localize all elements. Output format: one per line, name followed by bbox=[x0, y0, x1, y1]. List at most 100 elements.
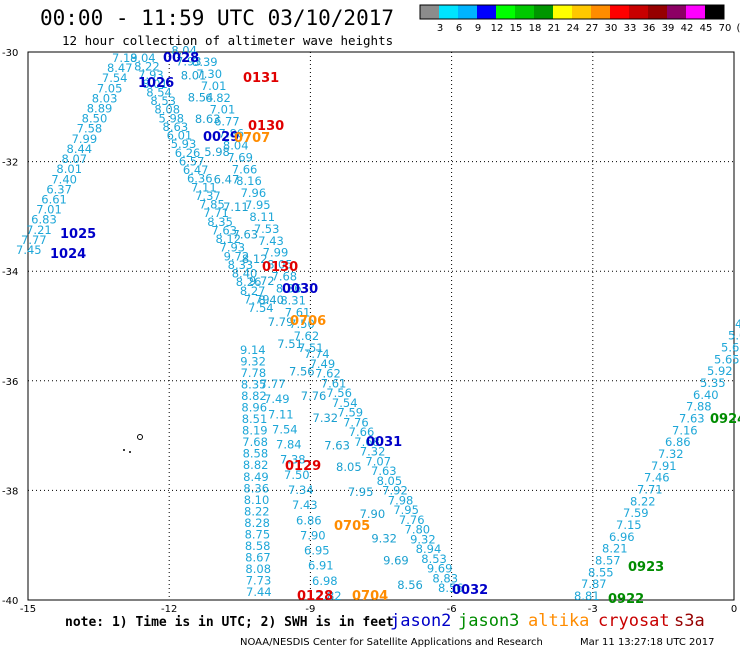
swh-value: 5.65 bbox=[714, 352, 740, 366]
swh-value: 7.59 bbox=[338, 406, 364, 420]
swh-value: 7.46 bbox=[644, 471, 670, 485]
pass-time-label: 0924 bbox=[710, 412, 740, 427]
swh-value: 7.91 bbox=[651, 459, 677, 473]
swh-value: 8.01 bbox=[142, 77, 168, 91]
swh-value: 8.82 bbox=[241, 389, 267, 403]
swh-value: 7.01 bbox=[210, 103, 236, 117]
swh-value: 8.31 bbox=[280, 293, 306, 307]
colorbar-swatch bbox=[534, 5, 553, 19]
data-point-label: 8.01 bbox=[181, 68, 207, 82]
swh-value: 8.40 bbox=[232, 267, 258, 281]
swh-value: 6.86 bbox=[665, 435, 691, 449]
pass-time-label: 1025 bbox=[60, 227, 96, 242]
swh-value: 8.58 bbox=[243, 447, 269, 461]
y-tick-label: -32 bbox=[2, 158, 18, 169]
colorbar-label: 12 bbox=[491, 23, 504, 34]
x-tick-label: -12 bbox=[161, 604, 177, 615]
data-point-label: 7.79 bbox=[268, 315, 294, 329]
swh-value: 7.61 bbox=[285, 305, 311, 319]
colorbar-swatch bbox=[477, 5, 496, 19]
pass-time-label: 0030 bbox=[282, 282, 318, 297]
swh-value: 7.44 bbox=[246, 585, 272, 599]
x-tick-label: -9 bbox=[305, 604, 315, 615]
data-point-label: 7.93 bbox=[176, 55, 202, 69]
y-tick-label: -40 bbox=[2, 596, 18, 607]
pass-time-label: 0705 bbox=[334, 519, 370, 534]
swh-value: 4.9 bbox=[735, 317, 740, 331]
swh-value: 5.92 bbox=[707, 364, 733, 378]
data-point-label: 7.51 bbox=[277, 337, 303, 351]
swh-value: 8.04 bbox=[130, 51, 156, 65]
swh-value: 7.21 bbox=[26, 223, 52, 237]
legend-entry: jason3 bbox=[458, 611, 519, 631]
colorbar-label: 3 bbox=[437, 23, 443, 34]
swh-value: 7.85 bbox=[199, 198, 225, 212]
colorbar-label: 30 bbox=[605, 23, 618, 34]
swh-value: 6.40 bbox=[693, 388, 719, 402]
axis-ticks: -15 -12 -9 -6 -3 0-30-32-34-36-38-40 bbox=[2, 48, 737, 615]
legend-entry: jason2 bbox=[390, 611, 451, 631]
swh-value: 7.90 bbox=[300, 528, 326, 542]
swh-value: 6.61 bbox=[41, 192, 67, 206]
data-point-label: 5.98 bbox=[204, 145, 230, 159]
data-point-label: 7.32 bbox=[313, 411, 339, 425]
x-tick-label: -6 bbox=[447, 604, 457, 615]
y-tick-label: -36 bbox=[2, 377, 18, 388]
swh-value: 8.94 bbox=[416, 542, 442, 556]
island-marker bbox=[123, 434, 143, 453]
chart-title: 00:00 - 11:59 UTC 03/10/2017 bbox=[40, 6, 394, 30]
swh-value: 8.03 bbox=[92, 91, 118, 105]
colorbar-label: 45 bbox=[700, 23, 713, 34]
colorbar-swatch bbox=[496, 5, 515, 19]
data-point-label: 8.12 bbox=[242, 252, 268, 266]
swh-value: 8.28 bbox=[244, 516, 270, 530]
data-point-label: 8.40 bbox=[258, 293, 284, 307]
colorbar-swatch bbox=[705, 5, 724, 19]
pass-time-label: 0128 bbox=[297, 589, 333, 604]
swh-value: 7.50 bbox=[284, 468, 310, 482]
swh-value: 7.95 bbox=[245, 198, 271, 212]
swh-value: 7.88 bbox=[686, 400, 712, 414]
swh-value: 8.51 bbox=[242, 412, 268, 426]
swh-value: 8.67 bbox=[245, 550, 271, 564]
colorbar-swatch bbox=[439, 5, 458, 19]
swh-value: 9.32 bbox=[240, 355, 266, 369]
swh-value: 7.01 bbox=[201, 79, 227, 93]
swh-value: 8.16 bbox=[236, 174, 262, 188]
swh-value: 8.27 bbox=[240, 284, 266, 298]
pass-time-label: 0707 bbox=[234, 131, 270, 146]
pass-time-label: 0923 bbox=[628, 560, 664, 575]
swh-value: 7.76 bbox=[399, 513, 425, 527]
swh-value: 9.32 bbox=[410, 532, 436, 546]
colorbar-label: 9 bbox=[475, 23, 481, 34]
swh-value: 8.33 bbox=[228, 258, 254, 272]
swh-value: 7.32 bbox=[658, 447, 684, 461]
swh-value: 7.74 bbox=[304, 347, 330, 361]
swh-value: 7.66 bbox=[232, 162, 258, 176]
plot-frame bbox=[27, 51, 735, 601]
swh-value: 7.43 bbox=[258, 234, 284, 248]
data-point-label: 6.47 bbox=[214, 173, 240, 187]
swh-value: 7.69 bbox=[227, 150, 253, 164]
colorbar-swatch bbox=[420, 5, 439, 19]
x-tick-label: -3 bbox=[588, 604, 598, 615]
data-point-label: 7.63 bbox=[324, 438, 350, 452]
data-point-label: 7.56 bbox=[289, 364, 315, 378]
pass-time-label: 0130 bbox=[262, 260, 298, 275]
data-point-label: 8.05 bbox=[336, 460, 362, 474]
swh-value: 5.66 bbox=[721, 341, 740, 355]
swh-value: 6.98 bbox=[312, 574, 338, 588]
swh-value: 8.82 bbox=[243, 458, 269, 472]
swh-value: 8.11 bbox=[249, 210, 275, 224]
swh-value: 7.77 bbox=[260, 377, 286, 391]
swh-value: 8.08 bbox=[154, 103, 180, 117]
colorbar-label: 27 bbox=[586, 23, 599, 34]
swh-value: 7.59 bbox=[623, 506, 649, 520]
colorbar-label: (ft) bbox=[736, 23, 740, 34]
swh-value: 8.36 bbox=[243, 481, 269, 495]
swh-value: 7.62 bbox=[294, 329, 320, 343]
swh-value: 7.61 bbox=[321, 376, 347, 390]
swh-value: 7.68 bbox=[354, 435, 380, 449]
swh-value: 7.53 bbox=[254, 222, 280, 236]
